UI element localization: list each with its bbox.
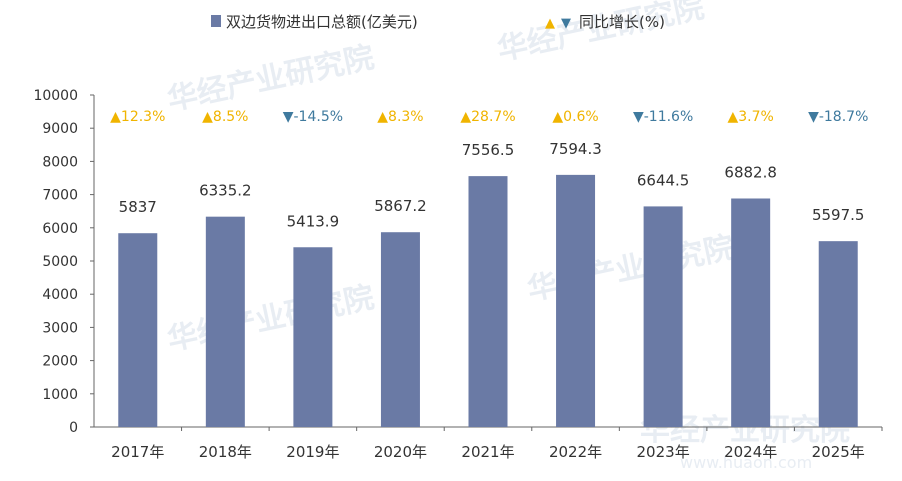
bar: [380, 232, 420, 427]
watermark-text: 华经产业研究院: [164, 280, 377, 358]
bar-value-label: 6882.8: [724, 163, 777, 181]
bar-value-label: 7556.5: [462, 141, 515, 159]
x-tick-label: 2025年: [812, 443, 865, 461]
up-triangle-icon: ▲: [110, 109, 121, 125]
x-tick-label: 2017年: [111, 443, 164, 461]
y-tick-label: 6000: [42, 221, 78, 237]
up-triangle-icon: ▲: [202, 109, 213, 125]
legend: 双边货物进出口总额(亿美元) ▲ ▼ 同比增长(%): [211, 13, 665, 31]
growth-labels: ▲12.3% ▲8.5% ▼-14.5% ▲8.3% ▲28.7% ▲0.6% ▼-11.6…: [110, 109, 868, 125]
legend-bar-swatch: [211, 15, 221, 27]
down-triangle-icon: ▼: [283, 109, 294, 125]
down-triangle-icon: ▼: [633, 109, 644, 125]
growth-value: -18.7%: [819, 109, 869, 125]
bar: [468, 176, 508, 427]
bar: [818, 241, 858, 427]
growth-label: ▲8.5%: [202, 109, 248, 125]
bar-value-label: 5867.2: [374, 197, 427, 215]
growth-value: 3.7%: [738, 109, 774, 125]
bars: [118, 174, 858, 427]
down-triangle-icon: ▼: [808, 109, 819, 125]
legend-up-triangle-icon: ▲: [545, 16, 555, 31]
bar: [118, 233, 158, 427]
growth-value: -14.5%: [294, 109, 344, 125]
watermark-text: 华经产业研究院: [494, 0, 707, 68]
y-tick-label: 0: [69, 420, 78, 436]
bar: [556, 174, 596, 427]
growth-value: 0.6%: [563, 109, 599, 125]
y-tick-label: 1000: [42, 387, 78, 403]
growth-value: 12.3%: [121, 109, 165, 125]
watermark-url: www.huaon.com: [680, 453, 812, 472]
growth-label: ▼-18.7%: [808, 109, 868, 125]
x-tick-label: 2021年: [461, 443, 514, 461]
growth-value: 8.5%: [213, 109, 249, 125]
growth-label: ▼-14.5%: [283, 109, 343, 125]
growth-label: ▲28.7%: [460, 109, 515, 125]
value-labels: 5837 6335.2 5413.9 5867.2 7556.5 7594.3 6644.5…: [119, 140, 865, 230]
bar-value-label: 6644.5: [637, 171, 690, 189]
x-ticks: 2017年 2018年 2019年 2020年 2021年 2022年 2023年 2024年…: [111, 427, 883, 461]
x-tick-label: 2022年: [549, 443, 602, 461]
bar-value-label: 7594.3: [549, 140, 602, 158]
legend-growth-label: 同比增长(%): [579, 13, 665, 31]
x-tick-label: 2023年: [637, 443, 690, 461]
up-triangle-icon: ▲: [377, 109, 388, 125]
x-tick-label: 2019年: [286, 443, 339, 461]
up-triangle-icon: ▲: [727, 109, 738, 125]
growth-label: ▲8.3%: [377, 109, 423, 125]
growth-value: 8.3%: [388, 109, 424, 125]
y-tick-label: 4000: [42, 287, 78, 303]
y-tick-label: 10000: [33, 88, 78, 104]
y-tick-label: 9000: [42, 121, 78, 137]
legend-bar-label: 双边货物进出口总额(亿美元): [226, 13, 418, 31]
y-tick-label: 3000: [42, 320, 78, 336]
bar-value-label: 6335.2: [199, 182, 252, 200]
y-tick-label: 2000: [42, 354, 78, 370]
y-tick-label: 8000: [42, 154, 78, 170]
growth-label: ▲0.6%: [552, 109, 598, 125]
bar-value-label: 5413.9: [287, 212, 340, 230]
bar: [205, 216, 245, 427]
bar: [643, 206, 683, 427]
growth-label: ▲3.7%: [727, 109, 773, 125]
growth-label: ▲12.3%: [110, 109, 165, 125]
up-triangle-icon: ▲: [460, 109, 471, 125]
x-tick-label: 2018年: [199, 443, 252, 461]
legend-down-triangle-icon: ▼: [561, 16, 571, 31]
watermark-text: 华经产业研究院: [164, 40, 377, 118]
bar: [293, 247, 333, 427]
up-triangle-icon: ▲: [552, 109, 563, 125]
x-tick-label: 2024年: [724, 443, 777, 461]
bar: [731, 198, 771, 427]
bar-value-label: 5597.5: [812, 206, 865, 224]
y-tick-label: 5000: [42, 254, 78, 270]
growth-value: 28.7%: [471, 109, 515, 125]
growth-value: -11.6%: [644, 109, 694, 125]
y-tick-label: 7000: [42, 188, 78, 204]
x-tick-label: 2020年: [374, 443, 427, 461]
bar-value-label: 5837: [119, 198, 157, 216]
growth-label: ▼-11.6%: [633, 109, 693, 125]
